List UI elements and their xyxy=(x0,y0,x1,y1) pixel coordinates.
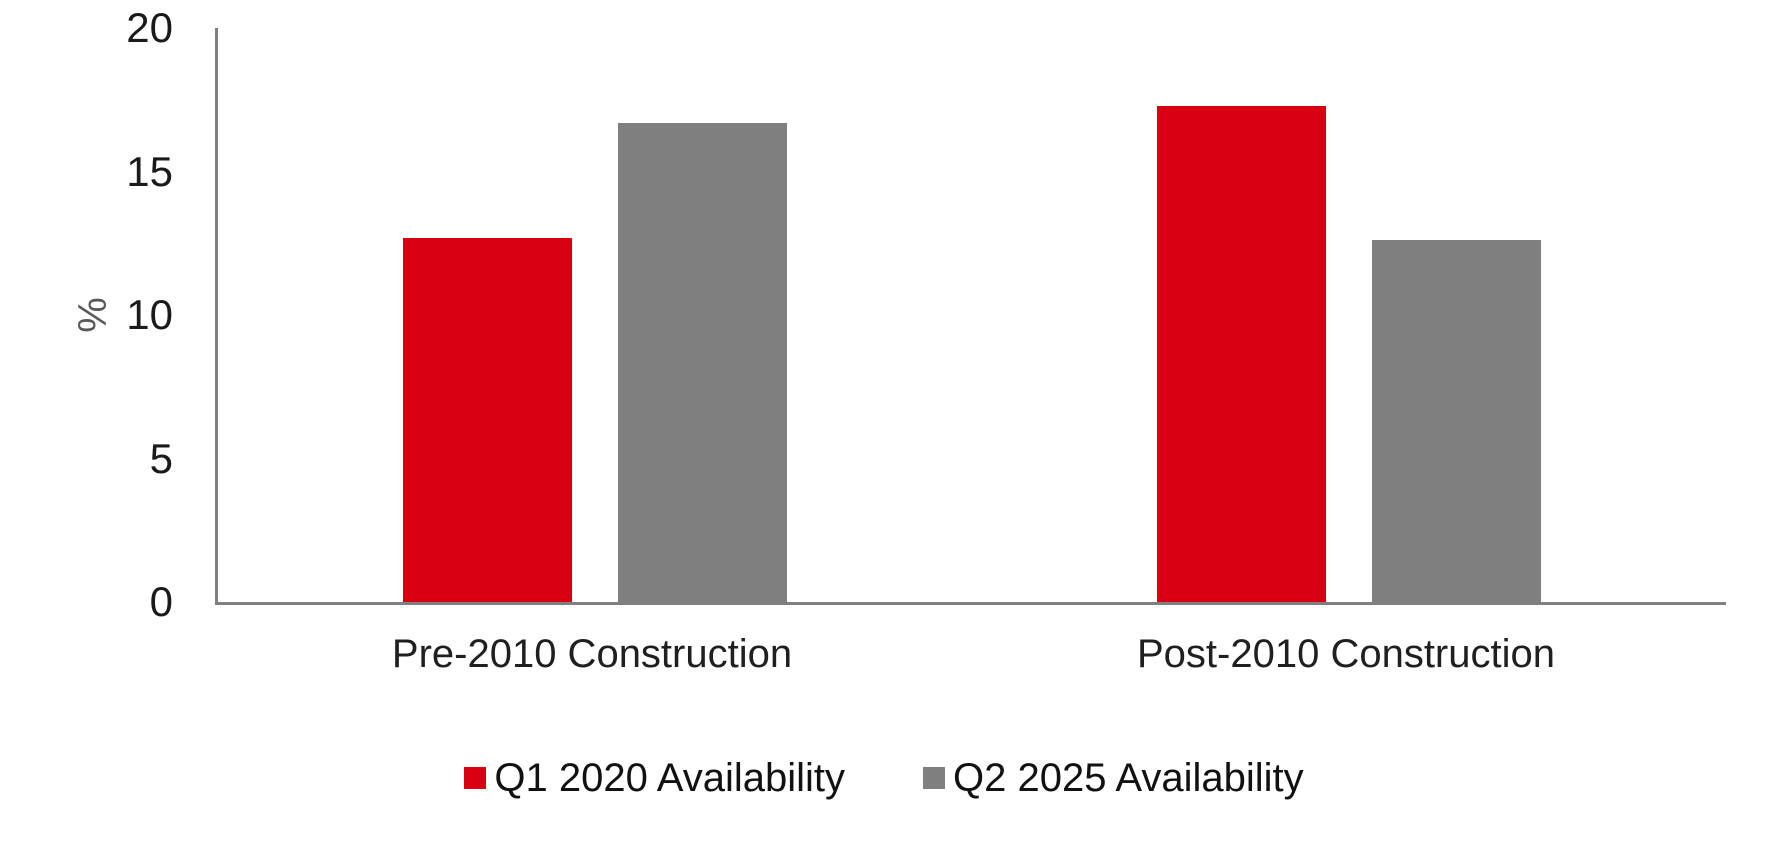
legend-item-2: Q2 2025 Availability xyxy=(923,754,1304,802)
y-tick-20: 20 xyxy=(126,4,173,51)
y-tick-15: 15 xyxy=(126,147,173,195)
plot-area xyxy=(215,28,1726,605)
legend-swatch-icon xyxy=(464,767,487,789)
legend-label: Q2 2025 Availability xyxy=(953,756,1304,800)
legend-swatch-icon xyxy=(923,767,945,789)
y-tick-5: 5 xyxy=(149,434,173,482)
y-tick-10: 10 xyxy=(126,291,173,338)
legend-item-1: Q1 2020 Availability xyxy=(464,754,845,802)
x-axis-labels: Pre-2010 Construction Post-2010 Construct… xyxy=(0,630,1768,680)
x-category-label-1: Pre-2010 Construction xyxy=(391,632,793,676)
y-tick-0: 0 xyxy=(149,578,173,625)
bar-category2-series2 xyxy=(1372,240,1541,602)
y-axis-ticks: 0 5 10 15 20 xyxy=(0,0,173,841)
bar-category2-series1 xyxy=(1157,105,1326,602)
x-category-label-2: Post-2010 Construction xyxy=(1136,632,1555,676)
bar-category1-series1 xyxy=(403,237,572,602)
bar-category1-series2 xyxy=(618,122,787,602)
legend: Q1 2020 Availability Q2 2025 Availability xyxy=(0,748,1768,808)
legend-label: Q1 2020 Availability xyxy=(494,756,845,800)
